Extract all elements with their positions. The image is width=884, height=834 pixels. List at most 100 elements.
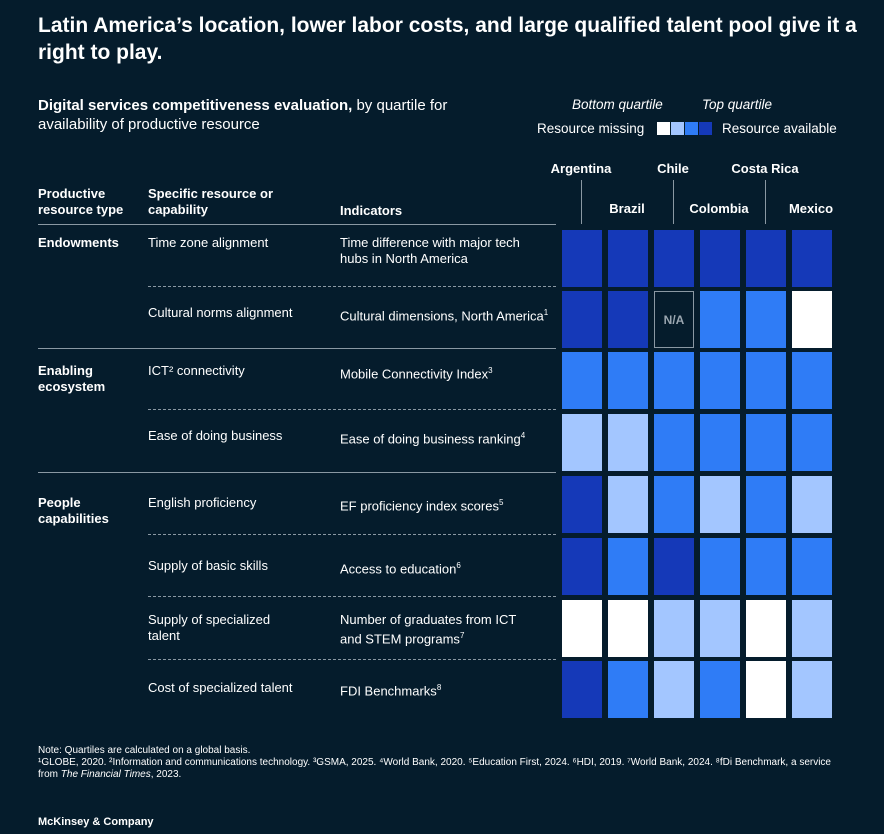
heatmap-cell-mexico <box>792 661 832 718</box>
country-label-costa-rica: Costa Rica <box>731 161 799 176</box>
header-indicators: Indicators <box>340 203 403 218</box>
heatmap-cell-argentina <box>562 414 602 471</box>
resource-english: English proficiency <box>148 495 257 510</box>
resource-cost-talent: Cost of specialized talent <box>148 680 293 695</box>
heatmap-cell-colombia <box>700 476 740 533</box>
heatmap-cell-costa-rica <box>746 661 786 718</box>
brand-logo-text: McKinsey & Company <box>38 816 154 828</box>
country-leader-line <box>673 180 674 224</box>
heatmap-cell-costa-rica <box>746 600 786 657</box>
heatmap-cell-chile: N/A <box>654 291 694 348</box>
heatmap-cell-brazil <box>608 600 648 657</box>
heatmap-cell-costa-rica <box>746 414 786 471</box>
heatmap-cell-costa-rica <box>746 538 786 595</box>
heatmap-cell-colombia <box>700 538 740 595</box>
heatmap-cell-costa-rica <box>746 352 786 409</box>
row-divider <box>148 409 556 410</box>
heatmap-cell-argentina <box>562 352 602 409</box>
heatmap-cell-chile <box>654 600 694 657</box>
heatmap-cell-colombia <box>700 230 740 287</box>
heatmap-cell-chile <box>654 538 694 595</box>
legend-swatch-quartile-4 <box>699 122 712 135</box>
country-label-chile: Chile <box>657 161 689 176</box>
resource-time-zone: Time zone alignment <box>148 235 269 250</box>
heatmap-cell-argentina <box>562 538 602 595</box>
subtitle-rest: by quartile for availability of producti… <box>38 97 448 133</box>
heatmap-cell-colombia <box>700 661 740 718</box>
row-divider <box>148 659 556 660</box>
legend-available: Resource available <box>722 121 837 136</box>
indicator-mobile-connectivity: Mobile Connectivity Index3 <box>340 366 493 382</box>
resource-ease-of-business: Ease of doing business <box>148 428 283 443</box>
heatmap-cell-costa-rica <box>746 476 786 533</box>
indicator-access-education: Access to education6 <box>340 561 461 577</box>
country-label-argentina: Argentina <box>550 161 612 176</box>
resource-specialized-talent: Supply of specialized talent <box>148 612 271 643</box>
header-divider <box>38 224 556 225</box>
footnotes: Note: Quartiles are calculated on a glob… <box>38 745 838 781</box>
heatmap-cell-argentina <box>562 476 602 533</box>
heatmap-cell-argentina <box>562 230 602 287</box>
heatmap-cell-argentina <box>562 600 602 657</box>
indicator-cultural-dimensions: Cultural dimensions, North America1 <box>340 308 549 324</box>
indicator-graduates: Number of graduates from ICT and STEM pr… <box>340 612 517 647</box>
row-divider <box>148 286 556 287</box>
chart-subtitle: Digital services competitiveness evaluat… <box>38 96 518 134</box>
resource-basic-skills: Supply of basic skills <box>148 558 268 573</box>
group-enabling-ecosystem: Enabling ecosystem <box>38 363 106 394</box>
heatmap-cell-chile <box>654 230 694 287</box>
heatmap-cell-argentina <box>562 661 602 718</box>
heatmap-cell-costa-rica <box>746 230 786 287</box>
country-label-mexico: Mexico <box>788 201 834 216</box>
indicator-ef-scores: EF proficiency index scores5 <box>340 498 504 514</box>
legend-swatch-quartile-2 <box>671 122 684 135</box>
heatmap-cell-argentina <box>562 291 602 348</box>
legend-swatch-quartile-1 <box>657 122 670 135</box>
heatmap-cell-chile <box>654 476 694 533</box>
group-endowments: Endowments <box>38 235 119 250</box>
subtitle-bold: Digital services competitiveness evaluat… <box>38 97 353 114</box>
heatmap-cell-chile <box>654 352 694 409</box>
sources-line: ¹GLOBE, 2020. ²Information and communica… <box>38 757 831 780</box>
note-line: Note: Quartiles are calculated on a glob… <box>38 745 251 756</box>
heatmap-cell-mexico <box>792 476 832 533</box>
heatmap-cell-brazil <box>608 291 648 348</box>
country-leader-line <box>581 180 582 224</box>
header-resource-type: Productive resource type <box>38 186 124 217</box>
heatmap-cell-mexico <box>792 291 832 348</box>
resource-ict-connectivity: ICT² connectivity <box>148 363 245 378</box>
heatmap-cell-brazil <box>608 414 648 471</box>
heatmap-cell-brazil <box>608 661 648 718</box>
legend-top-quartile: Top quartile <box>702 97 773 112</box>
heatmap-cell-colombia <box>700 352 740 409</box>
heatmap-cell-mexico <box>792 600 832 657</box>
heatmap-cell-brazil <box>608 538 648 595</box>
page-title: Latin America’s location, lower labor co… <box>38 14 857 64</box>
heatmap-cell-colombia <box>700 414 740 471</box>
heatmap-cell-colombia <box>700 600 740 657</box>
country-leader-line <box>765 180 766 224</box>
heatmap-cell-colombia <box>700 291 740 348</box>
group-divider <box>38 348 556 349</box>
heatmap-cell-costa-rica <box>746 291 786 348</box>
legend-swatch-quartile-3 <box>685 122 698 135</box>
indicator-fdi: FDI Benchmarks8 <box>340 683 442 699</box>
indicator-ease-ranking: Ease of doing business ranking4 <box>340 431 526 447</box>
heatmap-cell-mexico <box>792 538 832 595</box>
indicator-time-difference: Time difference with major tech hubs in … <box>340 235 520 266</box>
resource-cultural-norms: Cultural norms alignment <box>148 305 293 320</box>
row-divider <box>148 596 556 597</box>
row-divider <box>148 534 556 535</box>
heatmap-cell-mexico <box>792 352 832 409</box>
heatmap-cell-chile <box>654 414 694 471</box>
heatmap-cell-mexico <box>792 414 832 471</box>
heatmap-cell-chile <box>654 661 694 718</box>
heatmap-cell-brazil <box>608 230 648 287</box>
group-people-capabilities: People capabilities <box>38 495 109 526</box>
legend-missing: Resource missing <box>537 121 645 136</box>
country-label-brazil: Brazil <box>609 201 645 216</box>
country-label-colombia: Colombia <box>689 201 749 216</box>
group-divider <box>38 472 556 473</box>
legend-bottom-quartile: Bottom quartile <box>572 97 663 112</box>
heatmap-cell-brazil <box>608 476 648 533</box>
